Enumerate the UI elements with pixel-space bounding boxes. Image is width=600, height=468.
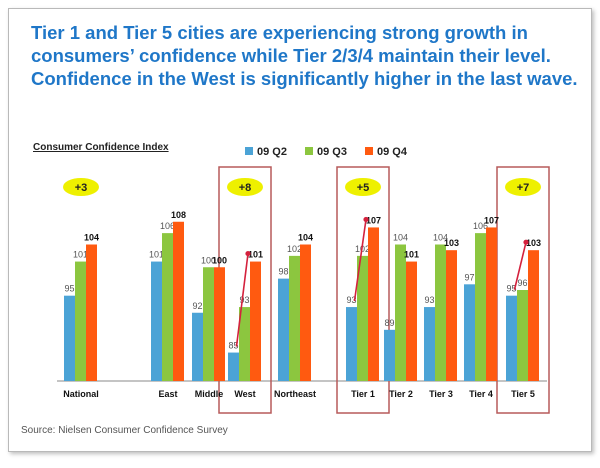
data-label: 93	[346, 295, 356, 305]
bar	[162, 233, 173, 381]
growth-arrow-head	[245, 250, 251, 257]
bar	[203, 267, 214, 381]
data-label: 96	[517, 278, 527, 288]
x-tick-label: Middle	[195, 389, 224, 399]
legend-swatch	[245, 147, 253, 155]
bar	[395, 244, 406, 381]
x-tick-label: Tier 5	[511, 389, 535, 399]
bar	[528, 250, 539, 381]
data-label: 101	[73, 250, 88, 260]
data-label: 106	[473, 221, 488, 231]
change-badge	[505, 178, 541, 196]
highlight-box	[336, 166, 390, 414]
data-label: 102	[287, 244, 302, 254]
bar	[289, 255, 300, 381]
change-badge	[227, 178, 263, 196]
bar	[278, 278, 289, 381]
bar	[250, 261, 261, 381]
bar	[424, 307, 435, 381]
data-label: 89	[384, 318, 394, 328]
data-label: 104	[84, 233, 99, 243]
data-label: 97	[464, 272, 474, 282]
bar	[192, 312, 203, 381]
legend-label: 09 Q2	[257, 146, 287, 158]
data-label: 93	[424, 295, 434, 305]
growth-arrow	[353, 219, 367, 302]
data-label: 104	[393, 233, 408, 243]
growth-arrow-head	[523, 239, 529, 245]
legend-label: 09 Q4	[377, 146, 408, 158]
change-badge	[345, 178, 381, 196]
bar	[464, 284, 475, 381]
bar	[239, 307, 250, 381]
data-label: 107	[484, 215, 499, 225]
data-label: 101	[248, 250, 263, 260]
x-tick-label: National	[63, 389, 99, 399]
bar	[300, 244, 311, 381]
x-tick-label: Tier 1	[351, 389, 375, 399]
change-badge-label: +3	[75, 182, 88, 194]
x-tick-label: Tier 3	[429, 389, 453, 399]
change-badge-label: +7	[517, 182, 530, 194]
data-label: 104	[298, 233, 313, 243]
data-label: 103	[526, 238, 541, 248]
data-label: 98	[278, 267, 288, 277]
data-label: 93	[239, 295, 249, 305]
data-label: 103	[444, 238, 459, 248]
growth-arrow-head	[363, 216, 369, 223]
growth-arrow	[235, 253, 249, 347]
slide: Tier 1 and Tier 5 cities are experiencin…	[8, 8, 592, 452]
bar-chart: 09 Q2 09 Q3 09 Q4 95 101 92 85 98 93 89 93 97 95 101 1…	[57, 146, 550, 414]
chart-title: Consumer Confidence Index	[33, 142, 169, 153]
bar	[384, 329, 395, 381]
bar	[486, 227, 497, 381]
x-tick-label: East	[158, 389, 177, 399]
bar	[228, 352, 239, 381]
bar	[435, 244, 446, 381]
data-label: 95	[64, 284, 74, 294]
bar	[151, 261, 162, 381]
bar	[506, 295, 517, 381]
data-label: 108	[171, 210, 186, 220]
data-label: 95	[506, 284, 516, 294]
bar	[357, 255, 368, 381]
legend-label: 09 Q3	[317, 146, 347, 158]
data-label: 107	[366, 215, 381, 225]
change-badge	[63, 178, 99, 196]
data-label: 101	[149, 250, 164, 260]
data-label: 92	[192, 301, 202, 311]
bar	[346, 307, 357, 381]
x-tick-label: West	[234, 389, 255, 399]
headline: Tier 1 and Tier 5 cities are experiencin…	[31, 22, 578, 89]
x-tick-label: Northeast	[274, 389, 316, 399]
bar	[446, 250, 457, 381]
data-label: 85	[228, 341, 238, 351]
change-badge-label: +5	[357, 182, 370, 194]
x-tick-label: Tier 4	[469, 389, 493, 399]
data-label: 100	[201, 255, 216, 265]
bar	[75, 261, 86, 381]
data-label: 106	[160, 221, 175, 231]
legend-swatch	[305, 147, 313, 155]
growth-arrow	[513, 241, 527, 290]
bar	[214, 267, 225, 381]
change-badge-label: +8	[239, 182, 252, 194]
data-label: 100	[212, 255, 227, 265]
bar	[475, 233, 486, 381]
legend-swatch	[365, 147, 373, 155]
data-label: 101	[404, 250, 419, 260]
bar	[517, 290, 528, 381]
bar	[406, 261, 417, 381]
bar	[368, 227, 379, 381]
x-tick-label: Tier 2	[389, 389, 413, 399]
bar	[64, 295, 75, 381]
data-label: 104	[433, 233, 448, 243]
bar	[173, 221, 184, 381]
bar	[86, 244, 97, 381]
source-note: Source: Nielsen Consumer Confidence Surv…	[21, 425, 228, 436]
